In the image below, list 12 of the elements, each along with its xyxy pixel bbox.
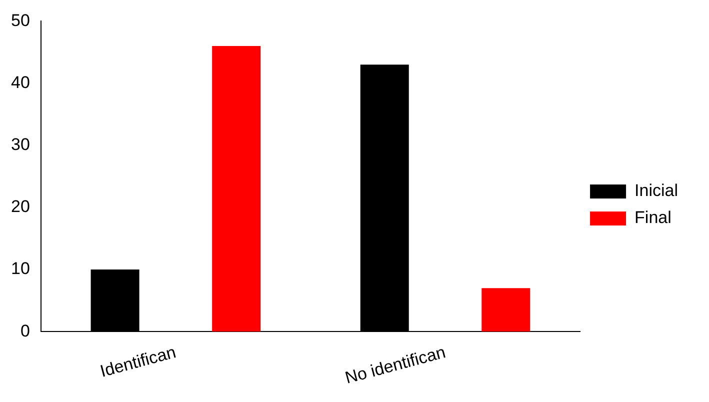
x-tick-label: Identifican	[98, 342, 178, 381]
y-tick-label: 30	[10, 135, 30, 154]
y-tick-label: 50	[10, 10, 30, 30]
legend-label: Final	[634, 208, 672, 228]
legend-label: Inicial	[634, 181, 678, 200]
y-tick-label: 0	[20, 321, 30, 340]
bar	[482, 288, 530, 332]
y-tick-label: 10	[10, 259, 30, 278]
y-tick-label: 40	[10, 72, 30, 92]
y-tick-label: 20	[10, 197, 30, 216]
x-tick-label: No identifican	[343, 342, 448, 388]
bar	[212, 46, 261, 332]
